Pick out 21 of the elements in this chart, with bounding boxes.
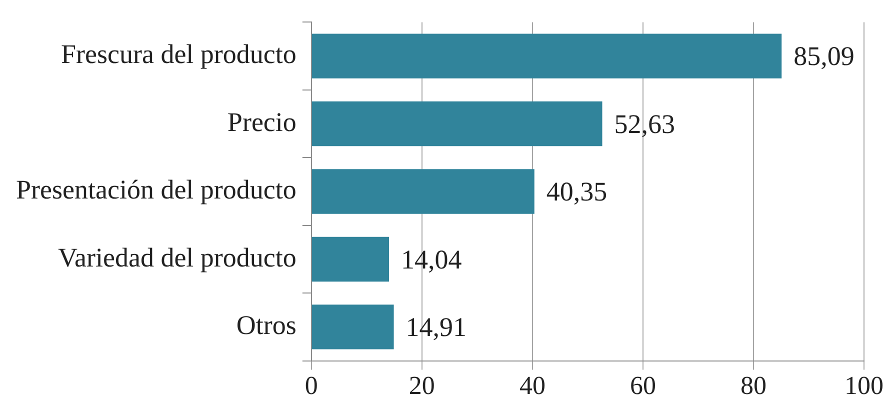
x-tick-label: 60: [630, 371, 656, 400]
data-label: 14,91: [406, 312, 467, 342]
x-tick-label: 0: [304, 371, 318, 400]
x-tick-label: 40: [519, 371, 546, 400]
y-tick-label: Presentación del producto: [16, 174, 296, 205]
y-tick-label: Variedad del producto: [58, 242, 296, 272]
bar: [312, 34, 782, 78]
data-label: 40,35: [546, 176, 608, 207]
x-tick-label: 80: [740, 371, 766, 400]
bar: [312, 169, 534, 214]
data-label: 52,63: [614, 108, 675, 139]
x-tick-label: 20: [408, 371, 435, 400]
bar: [312, 304, 394, 350]
y-tick-label: Precio: [227, 106, 296, 137]
y-tick-label: Otros: [236, 310, 296, 340]
x-tick-label: 100: [844, 371, 884, 400]
data-label: 85,09: [794, 41, 854, 72]
y-tick-label: Frescura del producto: [60, 39, 296, 70]
bar: [312, 101, 602, 146]
bar: [312, 236, 389, 282]
data-label: 14,04: [401, 244, 462, 274]
